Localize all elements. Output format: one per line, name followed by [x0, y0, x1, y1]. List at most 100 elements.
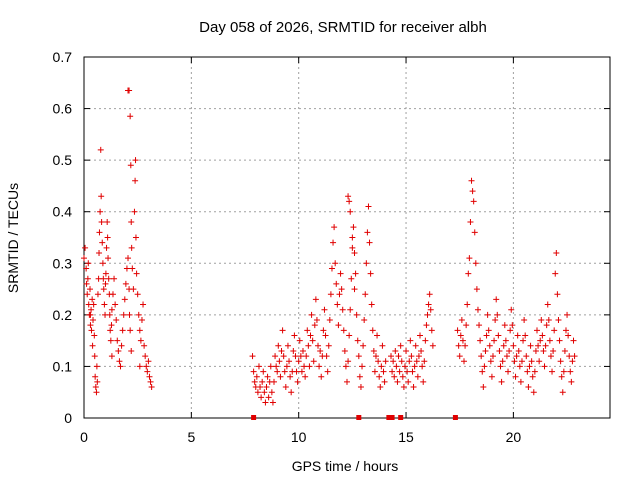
data-point — [549, 368, 556, 375]
data-point — [457, 332, 464, 339]
data-point — [304, 327, 311, 334]
data-point — [297, 353, 304, 360]
data-point — [507, 327, 514, 334]
data-point — [138, 317, 145, 324]
data-point — [368, 301, 375, 308]
data-point — [88, 327, 95, 334]
data-point — [105, 275, 112, 282]
data-point — [128, 219, 135, 226]
data-point — [481, 363, 488, 370]
data-point — [99, 239, 106, 246]
data-point — [381, 378, 388, 385]
data-point — [121, 296, 128, 303]
data-point — [550, 347, 557, 354]
data-point — [292, 353, 299, 360]
data-point — [506, 347, 513, 354]
data-point — [342, 363, 349, 370]
data-point — [427, 306, 434, 313]
data-point — [536, 358, 543, 365]
y-tick-label: 0.3 — [53, 255, 73, 271]
data-point — [566, 353, 573, 360]
data-point — [85, 260, 92, 267]
data-point — [418, 347, 425, 354]
data-point — [483, 332, 490, 339]
data-point — [296, 337, 303, 344]
data-point — [118, 342, 125, 349]
data-point — [90, 301, 97, 308]
x-tick-label: 10 — [291, 429, 307, 445]
data-point — [309, 337, 316, 344]
data-point — [473, 286, 480, 293]
data-point — [128, 244, 135, 251]
data-point — [302, 373, 309, 380]
data-point — [286, 358, 293, 365]
data-point — [511, 358, 518, 365]
data-point — [97, 146, 104, 153]
data-point — [500, 342, 507, 349]
data-point — [389, 368, 396, 375]
data-point — [109, 291, 116, 298]
data-point — [393, 363, 400, 370]
data-point — [400, 384, 407, 391]
data-point — [83, 280, 90, 287]
data-point — [547, 353, 554, 360]
data-point — [307, 332, 314, 339]
data-point — [327, 291, 334, 298]
data-point — [99, 260, 106, 267]
data-point — [288, 389, 295, 396]
data-point — [108, 322, 115, 329]
data-point — [520, 337, 527, 344]
data-point — [106, 311, 113, 318]
data-point — [284, 342, 291, 349]
data-point — [367, 270, 374, 277]
data-point — [484, 311, 491, 318]
data-point — [312, 296, 319, 303]
data-point — [496, 347, 503, 354]
data-point — [271, 378, 278, 385]
data-point — [116, 358, 123, 365]
y-axis-label: SRMTID / TECUs — [5, 183, 21, 293]
data-point — [378, 363, 385, 370]
data-point-square — [452, 415, 458, 420]
data-point — [558, 373, 565, 380]
data-point — [132, 157, 139, 164]
data-point — [277, 373, 284, 380]
data-point — [524, 368, 531, 375]
data-point — [412, 342, 419, 349]
data-point — [102, 270, 109, 277]
data-point — [305, 342, 312, 349]
data-point — [265, 394, 272, 401]
data-point — [421, 358, 428, 365]
data-point — [459, 337, 466, 344]
data-point — [141, 342, 148, 349]
data-point — [262, 399, 269, 406]
data-point — [415, 353, 422, 360]
data-point — [82, 244, 89, 251]
data-point — [551, 327, 558, 334]
data-point — [514, 332, 521, 339]
data-point — [107, 327, 114, 334]
data-point-square — [389, 415, 395, 420]
data-point — [539, 332, 546, 339]
data-point — [100, 275, 107, 282]
data-point — [280, 353, 287, 360]
data-point — [316, 363, 323, 370]
data-point — [424, 311, 431, 318]
data-point — [468, 177, 475, 184]
data-point — [354, 337, 361, 344]
data-point — [407, 337, 414, 344]
data-point — [264, 373, 271, 380]
data-point — [409, 368, 416, 375]
data-point — [346, 332, 353, 339]
data-point — [561, 347, 568, 354]
data-point — [497, 363, 504, 370]
data-point — [311, 322, 318, 329]
data-point — [87, 286, 94, 293]
data-point — [527, 342, 534, 349]
data-point — [516, 363, 523, 370]
data-point — [351, 286, 358, 293]
data-point — [455, 342, 462, 349]
data-point — [569, 358, 576, 365]
data-point — [90, 317, 97, 324]
data-point — [370, 347, 377, 354]
